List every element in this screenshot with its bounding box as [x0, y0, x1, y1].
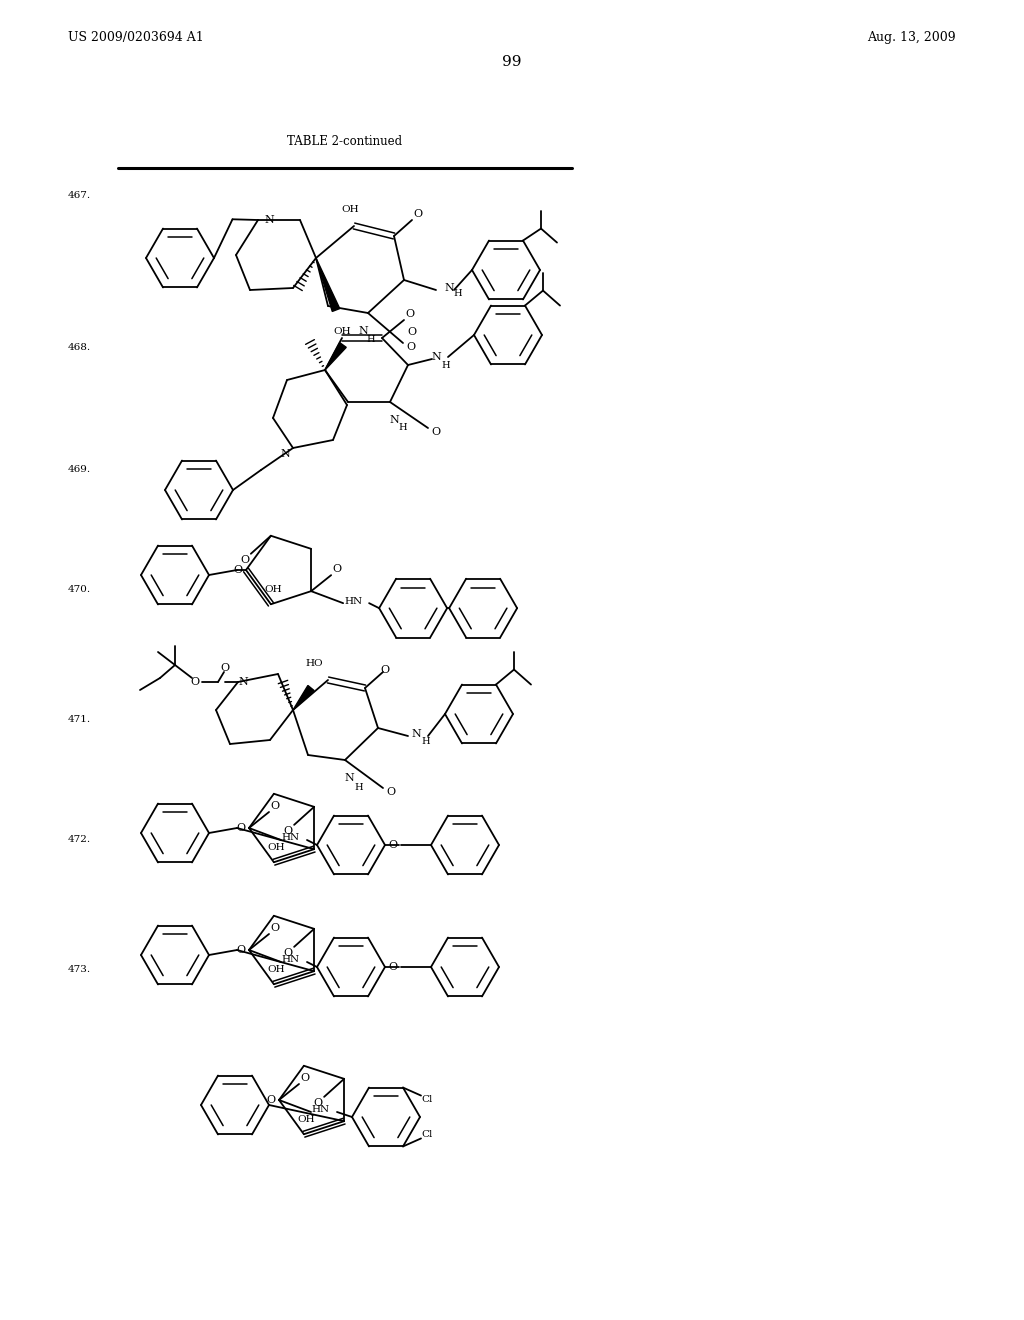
Text: N: N — [344, 774, 354, 783]
Text: 471.: 471. — [68, 715, 91, 725]
Text: O: O — [388, 840, 397, 850]
Text: N: N — [264, 215, 273, 224]
Text: O: O — [381, 665, 389, 675]
Text: H: H — [453, 289, 462, 298]
Text: H: H — [441, 360, 451, 370]
Text: O: O — [388, 962, 397, 972]
Text: O: O — [284, 948, 293, 958]
Text: 470.: 470. — [68, 586, 91, 594]
Text: O: O — [237, 945, 246, 954]
Text: OH: OH — [333, 327, 351, 337]
Text: 469.: 469. — [68, 466, 91, 474]
Text: N: N — [389, 414, 399, 425]
Text: TABLE 2-continued: TABLE 2-continued — [288, 135, 402, 148]
Text: 473.: 473. — [68, 965, 91, 974]
Text: N: N — [444, 282, 454, 293]
Text: O: O — [386, 787, 395, 797]
Text: O: O — [431, 426, 440, 437]
Text: OH: OH — [264, 585, 282, 594]
Text: O: O — [270, 923, 280, 933]
Text: Cl: Cl — [421, 1130, 433, 1139]
Text: O: O — [313, 1098, 323, 1107]
Polygon shape — [293, 685, 314, 710]
Text: O: O — [241, 554, 250, 565]
Text: OH: OH — [341, 206, 358, 214]
Text: N: N — [358, 326, 368, 337]
Text: O: O — [266, 1096, 275, 1105]
Text: O: O — [300, 1073, 309, 1082]
Text: O: O — [414, 209, 423, 219]
Text: O: O — [408, 327, 417, 337]
Text: H: H — [367, 334, 376, 343]
Polygon shape — [316, 257, 340, 312]
Text: O: O — [333, 564, 342, 574]
Text: HO: HO — [305, 660, 323, 668]
Text: H: H — [398, 424, 408, 433]
Text: OH: OH — [267, 842, 285, 851]
Text: N: N — [431, 352, 441, 362]
Text: H: H — [422, 737, 430, 746]
Text: Cl: Cl — [421, 1096, 433, 1104]
Text: O: O — [220, 663, 229, 673]
Text: O: O — [406, 309, 415, 319]
Polygon shape — [325, 343, 346, 370]
Text: 468.: 468. — [68, 343, 91, 352]
Text: O: O — [284, 826, 293, 836]
Text: OH: OH — [297, 1114, 314, 1123]
Text: H: H — [354, 783, 364, 792]
Text: N: N — [281, 449, 290, 459]
Text: HN: HN — [282, 833, 300, 842]
Text: OH: OH — [267, 965, 285, 974]
Text: HN: HN — [312, 1106, 330, 1114]
Text: 99: 99 — [502, 55, 522, 69]
Text: O: O — [190, 677, 200, 686]
Text: N: N — [411, 729, 421, 739]
Text: HN: HN — [344, 597, 362, 606]
Text: O: O — [270, 801, 280, 810]
Text: N: N — [239, 677, 248, 686]
Text: O: O — [407, 342, 416, 352]
Text: US 2009/0203694 A1: US 2009/0203694 A1 — [68, 32, 204, 45]
Text: HN: HN — [282, 956, 300, 965]
Text: 472.: 472. — [68, 836, 91, 845]
Text: Aug. 13, 2009: Aug. 13, 2009 — [867, 32, 956, 45]
Text: 467.: 467. — [68, 190, 91, 199]
Text: O: O — [237, 822, 246, 833]
Text: O: O — [233, 565, 243, 576]
